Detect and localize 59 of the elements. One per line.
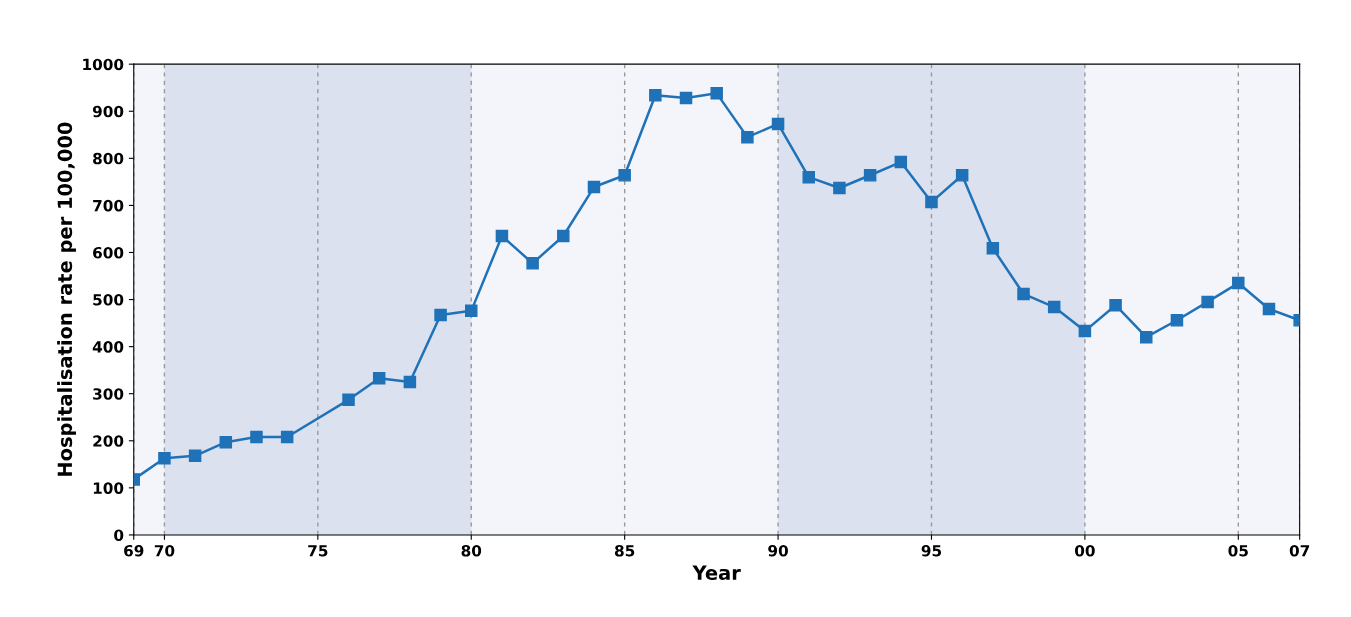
- y-tick-label: 100: [93, 482, 124, 494]
- point: [280, 430, 294, 444]
- point: [557, 229, 570, 243]
- point: [1109, 298, 1122, 312]
- y-tick-label: 300: [93, 388, 124, 400]
- y-tick-label: 200: [93, 435, 124, 447]
- x-tick-label: 70: [154, 544, 175, 557]
- x-tick-label: 69: [124, 544, 144, 557]
- point: [434, 308, 447, 322]
- y-tick-label: 0: [114, 529, 124, 541]
- x-tick-label: 00: [1074, 544, 1095, 557]
- point: [1262, 302, 1276, 316]
- point: [342, 393, 355, 407]
- point: [1201, 295, 1214, 309]
- x-axis-title: Year: [692, 565, 741, 581]
- point: [741, 130, 754, 144]
- point: [986, 241, 1000, 255]
- point: [1170, 314, 1184, 327]
- x-tick-label: 95: [921, 544, 942, 557]
- point: [1078, 324, 1092, 338]
- point: [618, 169, 631, 182]
- point: [587, 180, 601, 194]
- point: [403, 375, 417, 389]
- point: [894, 155, 908, 169]
- point: [372, 371, 386, 385]
- y-tick-label: 400: [92, 341, 124, 353]
- y-tick-label: 500: [93, 294, 124, 306]
- point: [710, 87, 723, 100]
- y-tick-label: 600: [93, 246, 124, 259]
- x-tick-label: 05: [1228, 544, 1248, 557]
- x-tick-label: 90: [768, 544, 788, 557]
- y-tick-label: 800: [93, 152, 124, 165]
- x-tick-label: 07: [1289, 544, 1310, 557]
- point: [495, 229, 509, 243]
- x-tick-label: 85: [614, 544, 635, 557]
- point: [219, 435, 233, 449]
- y-axis-title: Hospitalisation rate per 100,000: [57, 122, 76, 476]
- point: [1017, 287, 1030, 301]
- y-tick-label: 700: [93, 199, 124, 212]
- point: [1140, 330, 1153, 344]
- point: [649, 88, 662, 102]
- point: [158, 451, 171, 465]
- y-tick-label: 900: [92, 105, 124, 118]
- point: [925, 195, 938, 209]
- point: [188, 449, 202, 463]
- point: [771, 117, 785, 131]
- point: [1232, 276, 1245, 290]
- point: [802, 170, 816, 184]
- x-tick-label: 75: [308, 545, 328, 557]
- y-tick-label: 1000: [83, 58, 124, 71]
- point: [1047, 300, 1061, 314]
- point: [863, 169, 877, 182]
- x-tick-label: 80: [461, 544, 482, 557]
- point: [464, 304, 478, 318]
- point: [833, 181, 846, 195]
- point: [250, 430, 263, 444]
- point: [526, 257, 539, 270]
- point: [679, 91, 693, 105]
- point: [955, 169, 969, 182]
